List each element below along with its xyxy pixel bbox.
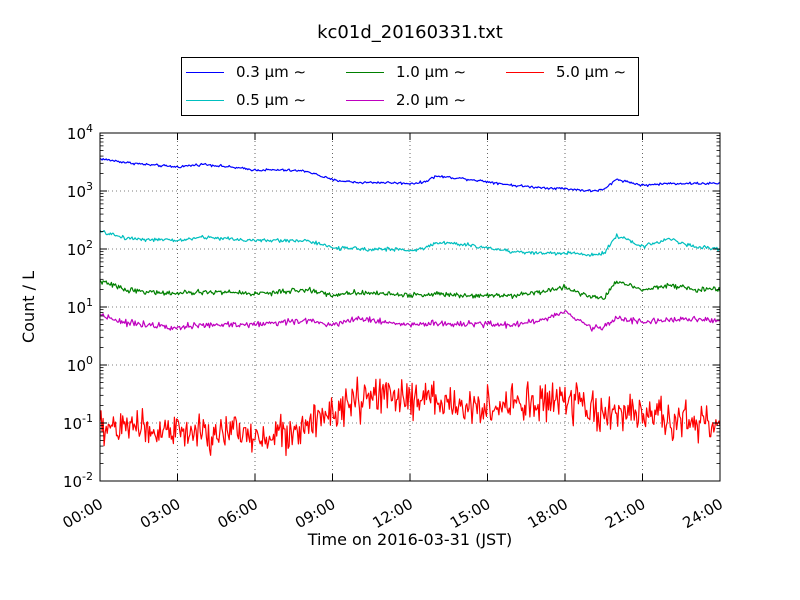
x-axis-label: Time on 2016-03-31 (JST) (307, 530, 512, 549)
legend-entry-1.0um: 1.0 μm ∼ (346, 62, 466, 82)
y-axis-label: Count / L (19, 271, 38, 343)
y-tick-label: 10-2 (63, 470, 93, 491)
legend-entry-2.0um: 2.0 μm ∼ (346, 90, 466, 110)
legend-entry-0.5um: 0.5 μm ∼ (186, 90, 306, 110)
legend-label: 1.0 μm ∼ (396, 63, 467, 81)
series-line-3 (99, 310, 721, 332)
y-tick-label: 10-1 (63, 412, 93, 433)
legend-swatch (506, 71, 544, 73)
legend-label: 2.0 μm ∼ (396, 91, 467, 109)
legend-swatch (186, 99, 224, 101)
legend: 0.3 μm ∼ 1.0 μm ∼ 5.0 μm ∼ 0.5 μm ∼ 2.0 … (181, 57, 639, 116)
legend-entry-0.3um: 0.3 μm ∼ (186, 62, 306, 82)
legend-swatch (346, 99, 384, 101)
x-tick-label: 12:00 (370, 495, 416, 532)
x-tick-label: 21:00 (602, 495, 648, 532)
series-line-4 (99, 376, 721, 457)
x-tick-label: 06:00 (215, 495, 261, 532)
legend-label: 5.0 μm ∼ (556, 63, 627, 81)
legend-swatch (346, 71, 384, 73)
y-tick-label: 100 (67, 354, 93, 375)
plot-frame (99, 132, 721, 482)
y-tick-label: 103 (67, 180, 93, 201)
legend-entry-5.0um: 5.0 μm ∼ (506, 62, 626, 82)
legend-label: 0.5 μm ∼ (236, 91, 307, 109)
x-tick-label: 18:00 (525, 495, 571, 532)
x-tick-label: 09:00 (292, 495, 338, 532)
x-tick-label: 03:00 (137, 495, 183, 532)
grid (100, 133, 720, 481)
series-line-0 (99, 157, 721, 193)
x-tick-label: 24:00 (680, 495, 726, 532)
y-tick-label: 104 (67, 122, 93, 143)
y-tick-label: 102 (67, 238, 93, 259)
y-tick-label: 101 (67, 296, 93, 317)
x-tick-label: 00:00 (60, 495, 106, 532)
series-line-2 (99, 279, 721, 300)
legend-swatch (186, 71, 224, 73)
x-tick-label: 15:00 (447, 495, 493, 532)
series-layer (99, 157, 721, 457)
chart-title: kc01d_20160331.txt (317, 22, 503, 43)
legend-label: 0.3 μm ∼ (236, 63, 307, 81)
series-line-1 (99, 229, 721, 257)
